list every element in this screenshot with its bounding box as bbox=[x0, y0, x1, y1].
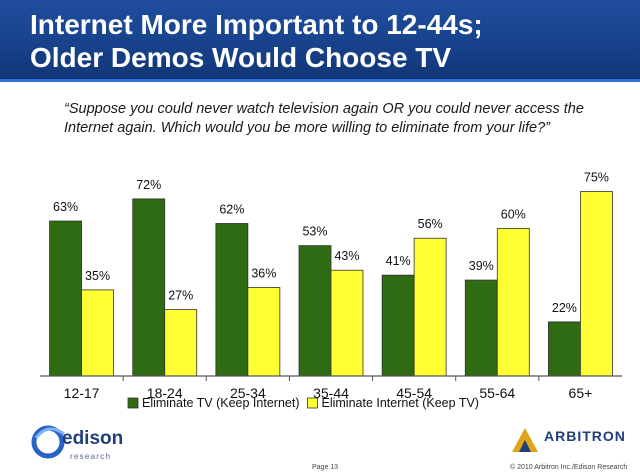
edison-logo-icon bbox=[31, 425, 65, 459]
bar-eliminate-tv bbox=[132, 198, 166, 377]
page-title: Internet More Important to 12-44s; Older… bbox=[30, 9, 483, 73]
edison-logo-subtext: research bbox=[70, 451, 112, 461]
x-tick-label: 35-44 bbox=[313, 385, 349, 401]
x-tick-label: 45-54 bbox=[396, 385, 432, 401]
bar-eliminate-internet bbox=[81, 289, 114, 377]
data-label: 53% bbox=[302, 225, 327, 239]
x-tick-label: 55-64 bbox=[479, 385, 515, 401]
data-label: 43% bbox=[334, 249, 359, 263]
bar-eliminate-tv bbox=[464, 279, 498, 377]
data-label: 41% bbox=[386, 254, 411, 268]
data-label: 72% bbox=[136, 178, 161, 192]
data-label: 75% bbox=[584, 171, 609, 185]
bar-eliminate-internet bbox=[413, 237, 447, 377]
legend-label: Eliminate TV (Keep Internet) bbox=[142, 396, 299, 410]
bar-eliminate-tv bbox=[548, 321, 581, 377]
legend-swatch-eliminate-tv bbox=[127, 397, 139, 409]
data-label: 36% bbox=[251, 266, 276, 280]
x-tick-label: 18-24 bbox=[147, 385, 183, 401]
bar-eliminate-internet bbox=[164, 309, 198, 377]
title-banner: Internet More Important to 12-44s; Older… bbox=[0, 0, 640, 82]
bar-eliminate-internet bbox=[247, 287, 281, 377]
edison-logo-text: edison bbox=[62, 428, 124, 449]
data-label: 22% bbox=[552, 301, 577, 315]
bar-eliminate-internet bbox=[580, 191, 613, 377]
data-label: 62% bbox=[219, 202, 244, 216]
data-label: 56% bbox=[418, 217, 443, 231]
data-label: 35% bbox=[85, 269, 110, 283]
arbitron-logo-icon bbox=[512, 428, 538, 452]
bar-eliminate-tv bbox=[49, 220, 82, 377]
bar-eliminate-tv bbox=[215, 223, 249, 377]
bar-eliminate-tv bbox=[298, 245, 332, 377]
legend-swatch-eliminate-internet bbox=[307, 397, 318, 409]
data-label: 27% bbox=[168, 289, 193, 303]
data-label: 60% bbox=[501, 207, 526, 221]
x-tick-label: 65+ bbox=[569, 385, 593, 401]
legend-label: Eliminate Internet (Keep TV) bbox=[321, 396, 478, 410]
data-label: 39% bbox=[469, 259, 494, 273]
data-label: 63% bbox=[53, 200, 78, 214]
bar-eliminate-tv bbox=[381, 274, 415, 377]
survey-question: “Suppose you could never watch televisio… bbox=[64, 101, 584, 136]
copyright-notice: © 2010 Arbitron Inc./Edison Research bbox=[510, 464, 628, 471]
bar-eliminate-internet bbox=[330, 269, 364, 377]
bar-eliminate-internet bbox=[496, 227, 530, 377]
x-tick-label: 12-17 bbox=[64, 385, 100, 401]
arbitron-logo-text: ARBITRON bbox=[544, 428, 626, 444]
page-number: Page 13 bbox=[312, 464, 339, 471]
x-tick-label: 25-34 bbox=[230, 385, 266, 401]
